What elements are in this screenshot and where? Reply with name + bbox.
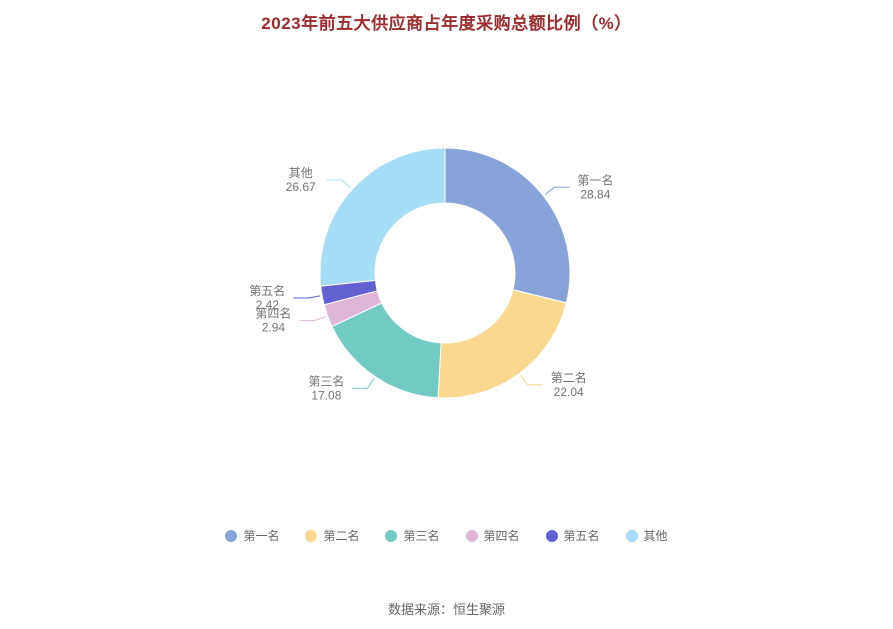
- legend-item-4[interactable]: 第四名: [465, 527, 520, 544]
- legend: 第一名 第二名 第三名 第四名 第五名 其他: [0, 527, 893, 544]
- legend-item-2[interactable]: 第二名: [305, 527, 359, 544]
- legend-label: 第四名: [483, 529, 520, 543]
- legend-dot-icon: [305, 529, 318, 542]
- legend-dot-icon: [225, 529, 238, 542]
- slice-label-5: 第五名 2.42: [249, 283, 285, 312]
- pie-slice-2[interactable]: [437, 289, 567, 399]
- label-line-3: [352, 378, 375, 389]
- legend-item-1[interactable]: 第一名: [225, 527, 279, 544]
- slice-label-3: 第三名 17.08: [308, 373, 344, 402]
- label-line-5: [293, 295, 321, 299]
- legend-dot-icon: [625, 529, 638, 542]
- slice-label-6: 其他 26.67: [286, 166, 316, 194]
- legend-label: 第二名: [323, 529, 360, 543]
- legend-dot-icon: [465, 529, 478, 542]
- label-line-2: [520, 374, 543, 386]
- legend-item-6[interactable]: 其他: [625, 527, 668, 544]
- legend-item-3[interactable]: 第三名: [385, 527, 440, 544]
- data-source-text: 数据来源：恒生聚源: [387, 602, 505, 617]
- slice-label-4: 第四名 2.94: [255, 306, 291, 335]
- slice-label-1: 第一名 28.84: [577, 172, 613, 201]
- pie-slice-1[interactable]: [444, 147, 571, 304]
- legend-label: 第三名: [403, 529, 440, 543]
- legend-label: 第一名: [243, 529, 280, 543]
- slice-label-2: 第二名 22.04: [551, 370, 587, 399]
- legend-dot-icon: [545, 529, 558, 542]
- legend-item-5[interactable]: 第五名: [545, 527, 600, 544]
- label-line-4: [299, 316, 326, 322]
- legend-label: 其他: [643, 529, 668, 543]
- pie-slice-6[interactable]: [319, 147, 446, 287]
- legend-label: 第五名: [563, 529, 600, 543]
- legend-dot-icon: [385, 529, 398, 542]
- chart-title: 2023年前五大供应商占年度采购总额比例（%）: [261, 14, 632, 33]
- label-line-1: [544, 186, 570, 196]
- label-line-6: [326, 179, 351, 189]
